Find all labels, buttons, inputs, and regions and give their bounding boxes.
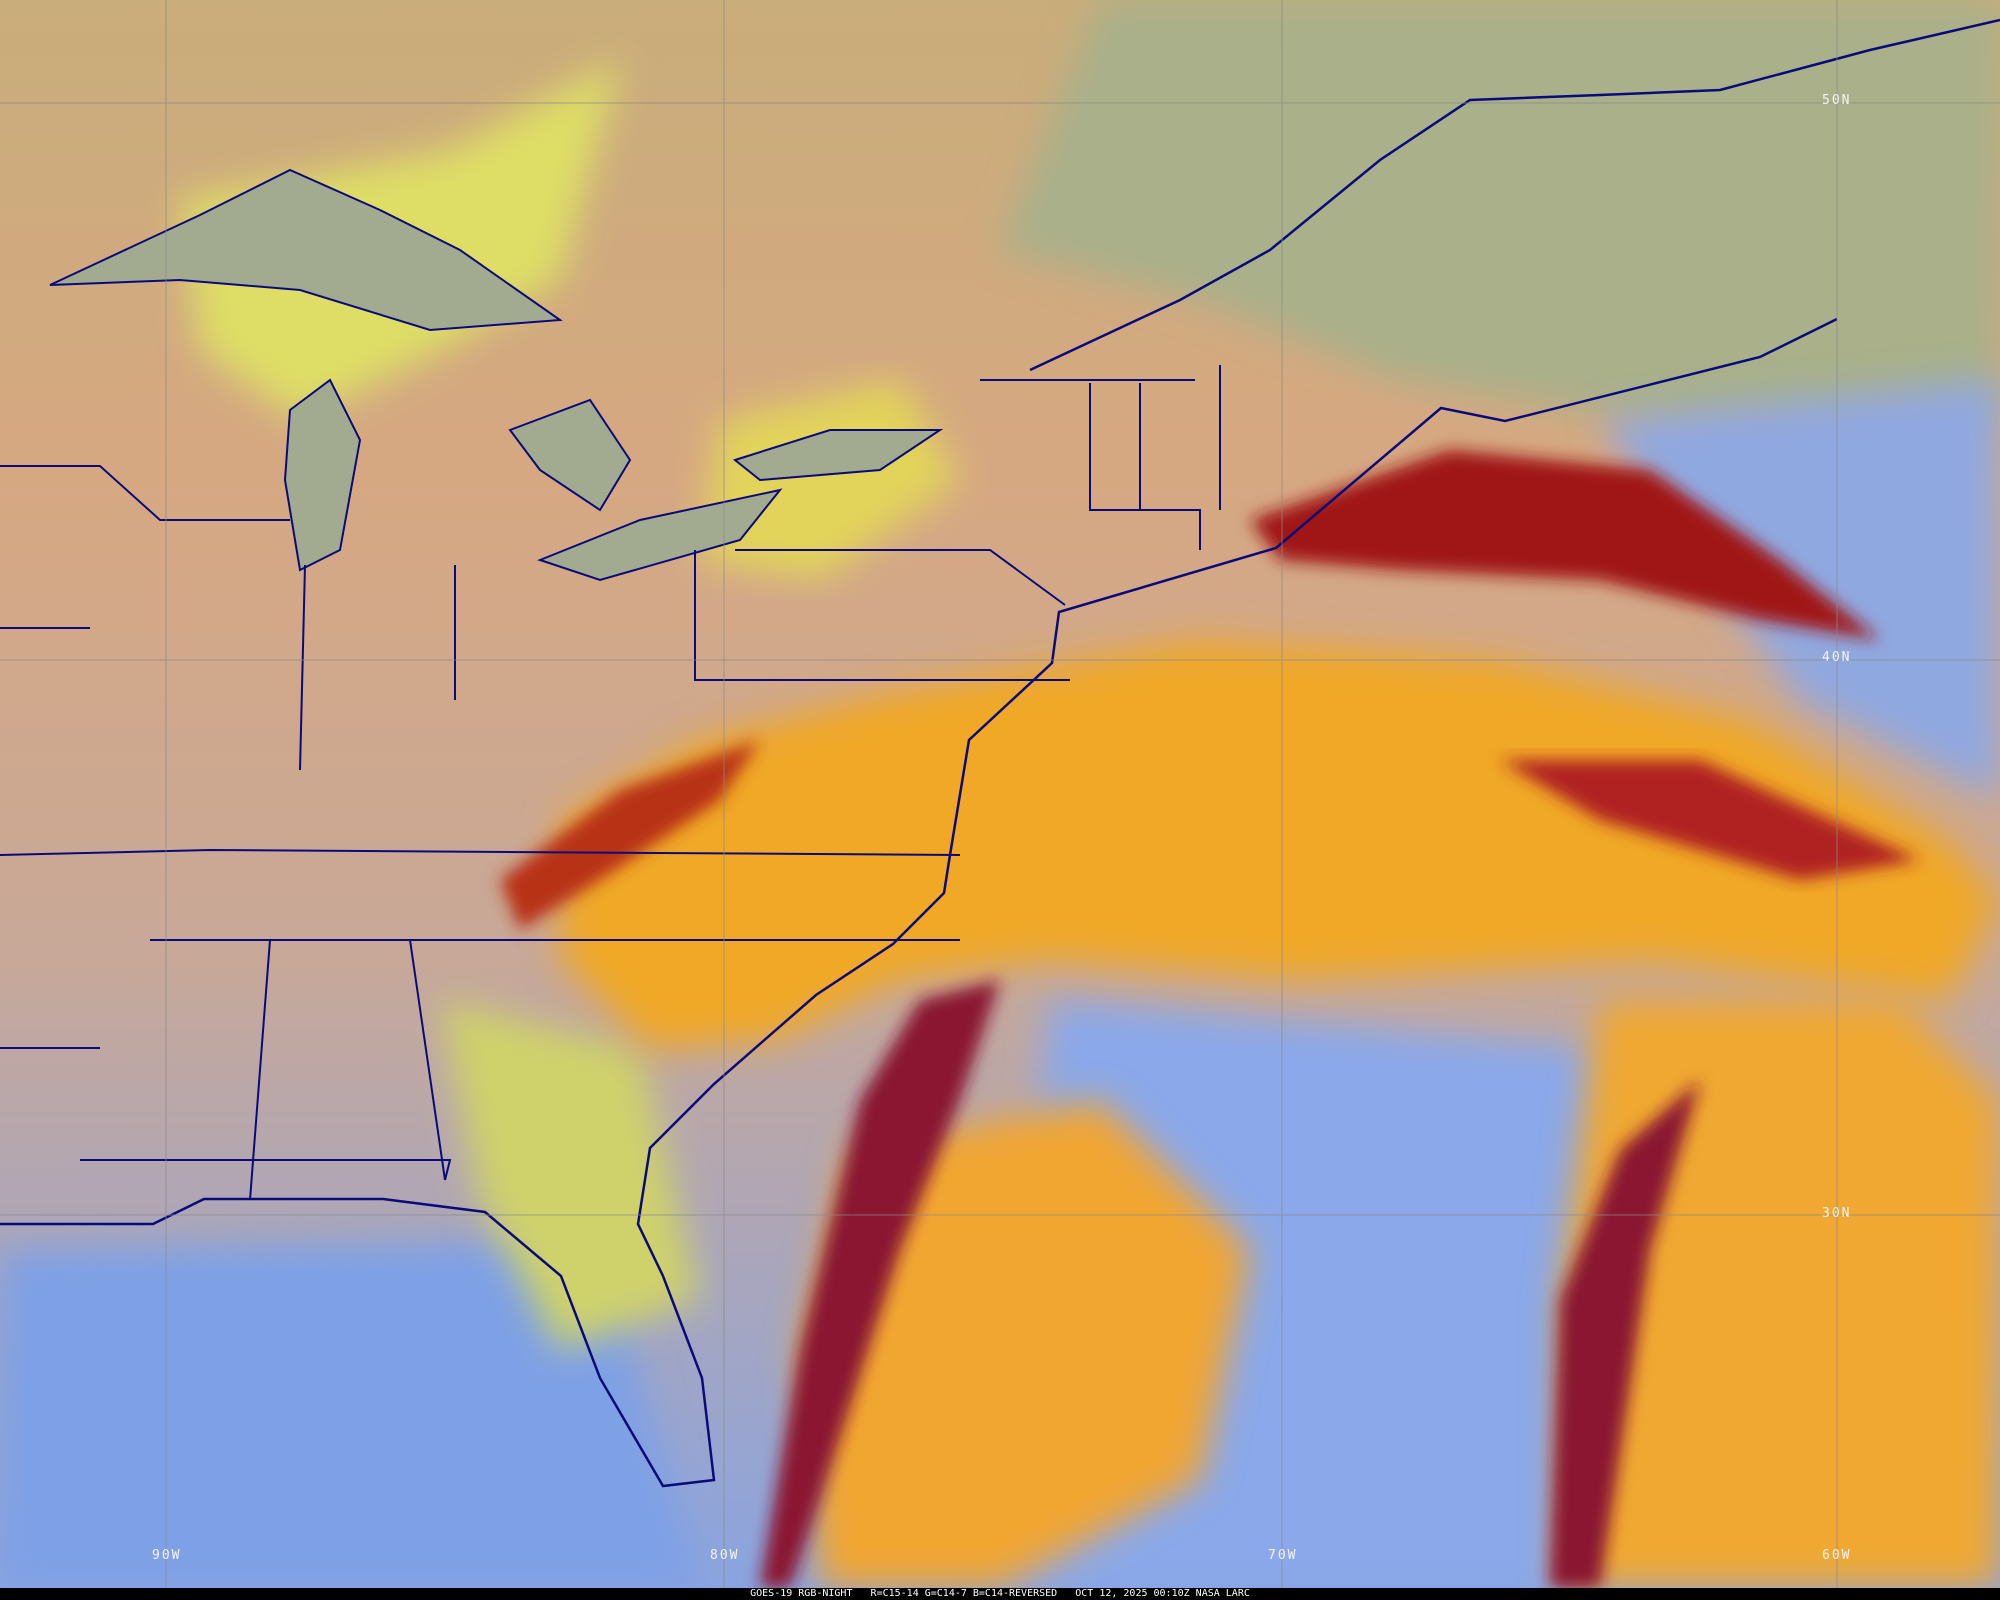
lake-huron <box>508 398 632 512</box>
image-caption-bar: GOES-19 RGB-NIGHT R=C15-14 G=C14-7 B=C14… <box>0 1588 2000 1600</box>
label-30n: 30N <box>1822 1206 1852 1221</box>
label-50n: 50N <box>1822 93 1852 108</box>
caption-credit: NASA LARC <box>1195 1588 1250 1599</box>
canada-clear-region <box>1000 0 2000 430</box>
deep-cloud-offshore <box>1500 760 1920 880</box>
deep-cloud-northeast <box>1250 450 1880 640</box>
gulf-of-mexico <box>0 1240 700 1588</box>
great-lakes <box>49 168 944 582</box>
label-60w: 60W <box>1822 1548 1852 1563</box>
lake-ontario <box>732 429 944 482</box>
lake-erie <box>537 488 783 582</box>
low-cloud-southeast <box>440 1000 700 1350</box>
st-lawrence-outline <box>1029 18 2000 372</box>
label-70w: 70W <box>1268 1548 1298 1563</box>
caption-channels: R=C15-14 G=C14-7 B=C14-REVERSED <box>870 1588 1058 1599</box>
deep-cloud-band-west <box>760 980 1000 1588</box>
label-80w: 80W <box>710 1548 740 1563</box>
caption-datetime: OCT 12, 2025 00:10Z <box>1075 1588 1190 1599</box>
label-90w: 90W <box>152 1548 182 1563</box>
deep-cloud-band-east <box>1550 1080 1700 1588</box>
east-coast-outline <box>0 317 1838 1488</box>
state-borders <box>0 365 1221 1201</box>
storm-cloud-mass <box>560 640 2000 1050</box>
label-40n: 40N <box>1822 650 1852 665</box>
cloud-band-south <box>800 1100 1250 1588</box>
lake-michigan <box>283 378 362 572</box>
deep-cloud-carolinas <box>500 740 760 930</box>
lake-superior <box>49 168 563 332</box>
caption-satellite: GOES-19 RGB-NIGHT <box>750 1588 853 1599</box>
